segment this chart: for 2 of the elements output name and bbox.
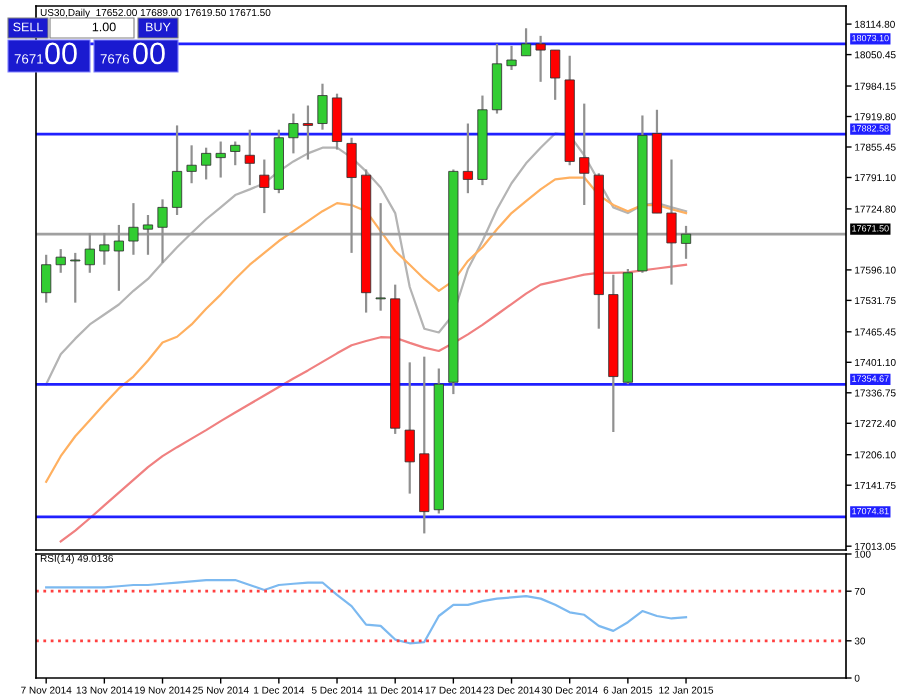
annotation: 00 <box>133 42 165 65</box>
annotation: 00 <box>45 42 77 65</box>
